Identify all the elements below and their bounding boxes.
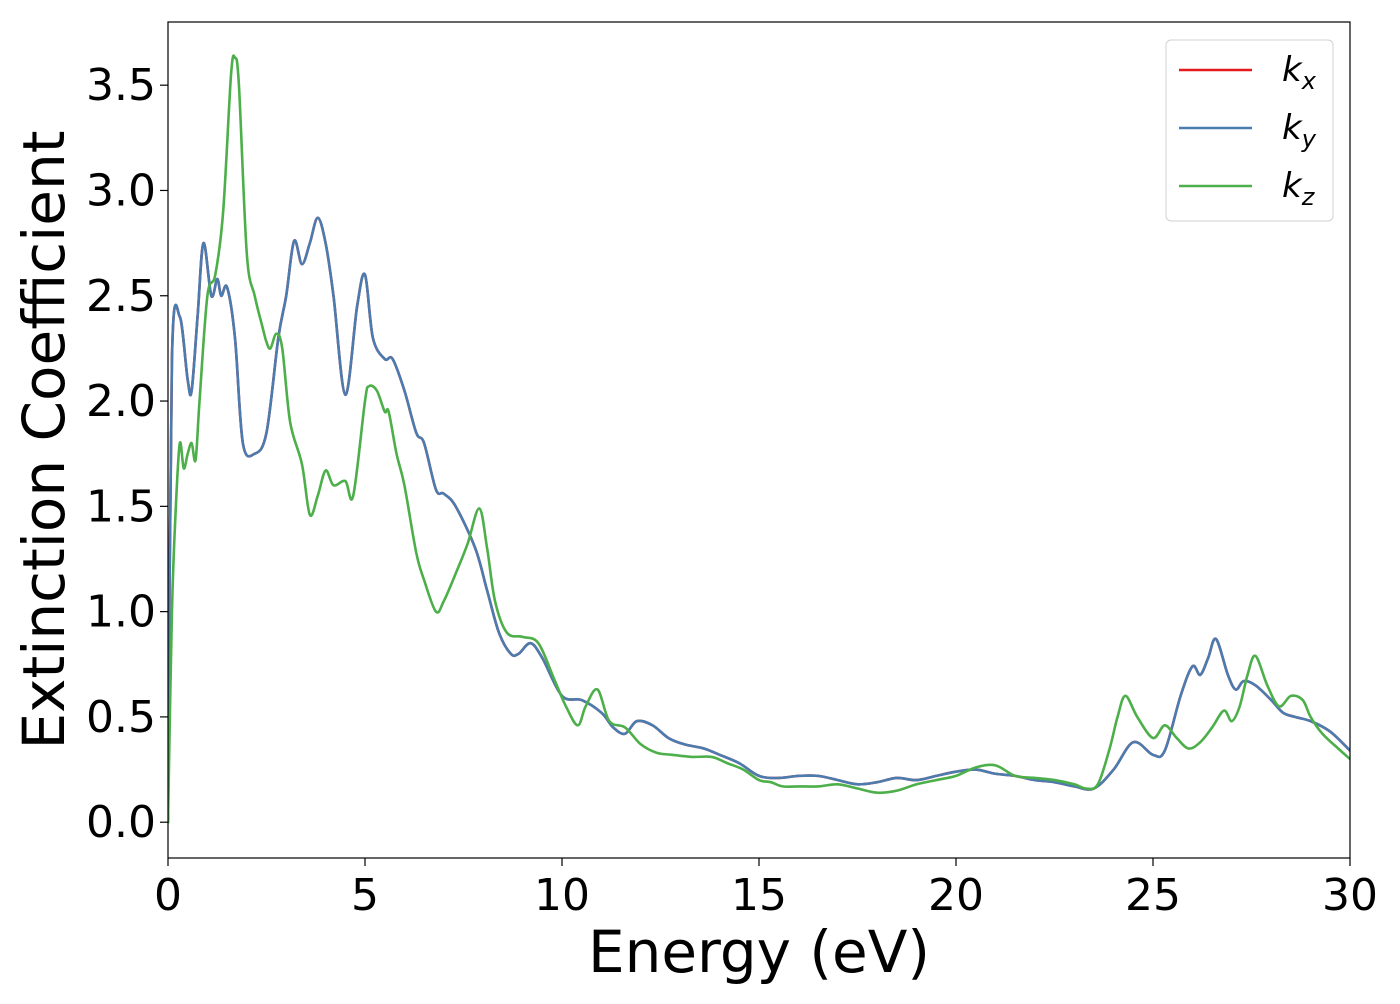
legend-label-ky: ky [1282,108,1317,153]
y-tick-label: 3.5 [86,60,156,111]
y-axis: 0.0 0.5 1.0 1.5 2.0 2.5 3.0 3.5 [86,60,168,848]
x-tick-label: 10 [534,870,590,921]
x-tick-label: 25 [1125,870,1181,921]
y-tick-label: 0.5 [86,692,156,743]
x-tick-label: 15 [731,870,787,921]
x-tick-label: 5 [351,870,379,921]
y-tick-label: 3.0 [86,165,156,216]
y-tick-label: 1.5 [86,481,156,532]
series-line-ky [168,216,1350,824]
x-tick-label: 30 [1322,870,1378,921]
series-lines [168,54,1350,824]
legend-label-kz: kz [1282,166,1316,211]
y-tick-label: 0.0 [86,797,156,848]
y-axis-label: Extinction Coefficient [10,131,78,750]
y-tick-label: 2.0 [86,376,156,427]
x-axis: 0 5 10 15 20 25 30 [154,858,1378,921]
y-tick-label: 2.5 [86,271,156,322]
y-tick-label: 1.0 [86,587,156,638]
legend: kx ky kz [1165,39,1334,222]
legend-box [1165,39,1334,222]
x-tick-label: 0 [154,870,182,921]
x-axis-label: Energy (eV) [588,918,930,986]
x-tick-label: 20 [928,870,984,921]
legend-label-kx: kx [1282,50,1317,95]
series-line-kz [168,54,1350,824]
